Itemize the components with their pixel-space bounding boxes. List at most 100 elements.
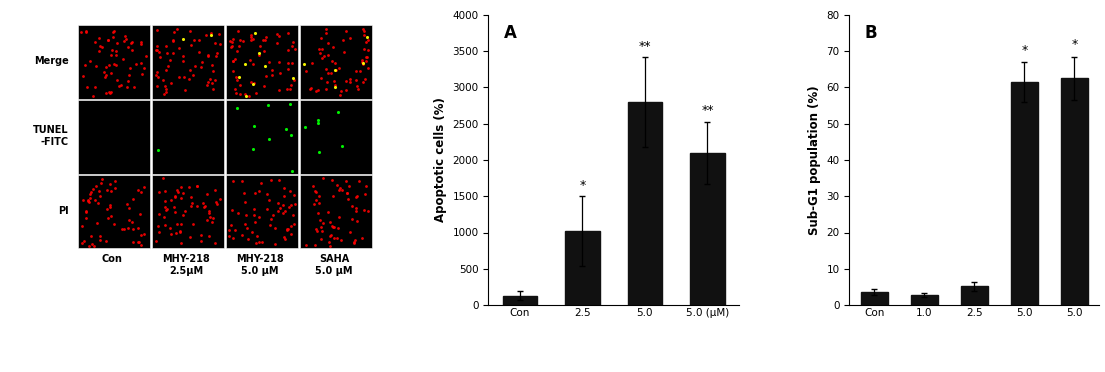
- Point: [327, 67, 345, 73]
- Point: [312, 224, 329, 230]
- Point: [274, 202, 292, 208]
- Bar: [960, 286, 988, 305]
- Point: [102, 70, 119, 76]
- Point: [261, 222, 278, 228]
- Text: TUNEL
-FITC: TUNEL -FITC: [33, 125, 69, 147]
- Point: [236, 221, 254, 227]
- Point: [359, 46, 377, 52]
- Point: [93, 176, 110, 182]
- Point: [308, 228, 326, 234]
- Point: [271, 205, 288, 211]
- Point: [322, 233, 339, 239]
- Point: [77, 29, 95, 35]
- Point: [275, 185, 293, 191]
- Point: [249, 233, 266, 239]
- Point: [198, 82, 215, 88]
- Bar: [78, 100, 150, 173]
- Point: [260, 59, 277, 65]
- Point: [325, 193, 343, 199]
- Point: [230, 74, 248, 80]
- Point: [228, 105, 245, 111]
- Point: [177, 208, 194, 214]
- Point: [116, 38, 134, 44]
- Point: [307, 189, 325, 195]
- Y-axis label: Sub-G1 population (%): Sub-G1 population (%): [808, 85, 821, 235]
- Point: [350, 68, 368, 74]
- Point: [332, 88, 349, 94]
- Point: [251, 239, 269, 245]
- Point: [284, 74, 302, 80]
- Point: [281, 204, 298, 210]
- Text: MHY-218
5.0 μM: MHY-218 5.0 μM: [236, 254, 284, 276]
- Point: [248, 240, 265, 246]
- Point: [87, 183, 105, 189]
- Point: [133, 232, 150, 238]
- Point: [116, 33, 134, 39]
- Point: [340, 183, 358, 189]
- Point: [106, 185, 124, 191]
- Point: [186, 38, 203, 44]
- Point: [130, 240, 148, 246]
- Point: [169, 187, 187, 193]
- Point: [269, 208, 286, 214]
- Point: [73, 29, 91, 35]
- Point: [255, 48, 273, 54]
- Point: [107, 77, 125, 83]
- Point: [251, 52, 269, 58]
- Point: [101, 202, 118, 208]
- Point: [224, 58, 242, 64]
- Point: [173, 36, 191, 42]
- Point: [228, 48, 245, 54]
- Point: [192, 232, 210, 238]
- Point: [238, 212, 255, 218]
- Point: [161, 225, 179, 231]
- Point: [311, 200, 328, 206]
- Point: [325, 44, 343, 50]
- Point: [323, 223, 340, 229]
- Point: [313, 75, 330, 81]
- Point: [297, 68, 315, 74]
- Point: [257, 192, 275, 198]
- Point: [81, 195, 98, 201]
- Point: [243, 229, 261, 235]
- Point: [156, 214, 173, 220]
- Point: [102, 89, 119, 94]
- Point: [93, 44, 110, 50]
- Point: [221, 227, 239, 233]
- Point: [198, 191, 215, 197]
- Text: *: *: [1072, 38, 1077, 51]
- Point: [125, 226, 143, 232]
- Point: [104, 33, 122, 39]
- Point: [295, 61, 313, 67]
- Point: [90, 35, 107, 41]
- Point: [336, 49, 354, 55]
- Point: [263, 67, 281, 73]
- Point: [259, 102, 276, 108]
- Point: [83, 241, 101, 247]
- Point: [286, 46, 304, 52]
- Point: [330, 215, 348, 221]
- Point: [157, 204, 175, 210]
- Point: [192, 64, 210, 70]
- Point: [187, 63, 204, 69]
- Point: [251, 50, 269, 56]
- Point: [148, 27, 166, 33]
- Point: [266, 241, 284, 247]
- Point: [271, 177, 288, 183]
- Point: [359, 37, 377, 43]
- Point: [326, 60, 344, 66]
- Point: [311, 45, 328, 51]
- Point: [269, 41, 286, 46]
- Point: [357, 39, 375, 45]
- Point: [118, 225, 136, 231]
- Point: [202, 32, 220, 38]
- Point: [105, 221, 123, 227]
- Point: [131, 242, 149, 248]
- Point: [194, 200, 212, 206]
- Point: [172, 240, 190, 246]
- Text: PI: PI: [59, 206, 69, 216]
- Point: [251, 188, 269, 194]
- Point: [305, 201, 323, 207]
- Point: [157, 43, 175, 49]
- Point: [99, 37, 117, 43]
